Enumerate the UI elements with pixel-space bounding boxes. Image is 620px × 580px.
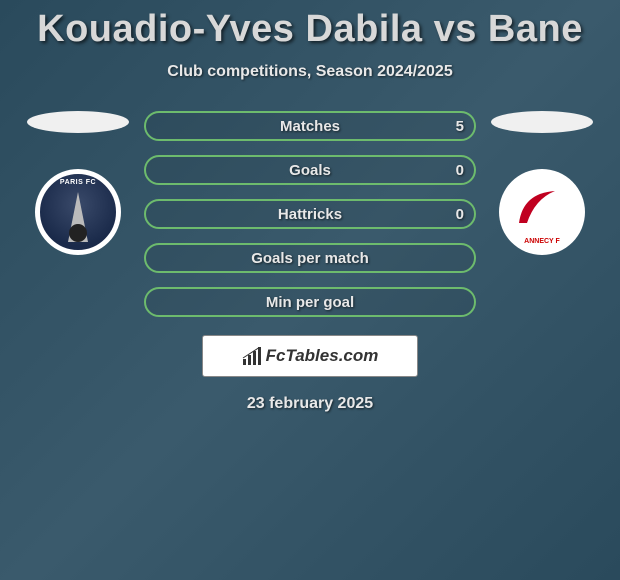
- stat-label: Matches: [280, 118, 340, 135]
- stat-row-min-per-goal: Min per goal: [144, 287, 476, 317]
- right-club-badge: ANNECY F: [499, 169, 585, 255]
- date-label: 23 february 2025: [0, 395, 620, 413]
- left-club-badge: PARIS FC: [35, 169, 121, 255]
- subtitle: Club competitions, Season 2024/2025: [0, 63, 620, 81]
- stat-row-goals: Goals 0: [144, 155, 476, 185]
- right-player-placeholder: [491, 111, 593, 133]
- stat-label: Hattricks: [278, 206, 342, 223]
- page-title: Kouadio-Yves Dabila vs Bane: [0, 0, 620, 51]
- left-club-name: PARIS FC: [40, 179, 116, 186]
- bar-chart-icon: [242, 347, 262, 365]
- stat-row-matches: Matches 5: [144, 111, 476, 141]
- ball-icon: [69, 224, 87, 242]
- right-club-name: ANNECY F: [499, 238, 585, 245]
- logo-text: FcTables.com: [266, 346, 379, 366]
- left-side: PARIS FC: [18, 111, 138, 255]
- left-player-placeholder: [27, 111, 129, 133]
- stats-container: Matches 5 Goals 0 Hattricks 0 Goals per …: [138, 111, 482, 317]
- fctables-logo[interactable]: FcTables.com: [202, 335, 418, 377]
- stat-right-value: 0: [456, 162, 464, 179]
- right-side: ANNECY F: [482, 111, 602, 255]
- comparison-content: PARIS FC Matches 5 Goals 0 Hattricks 0 G…: [0, 111, 620, 317]
- stat-label: Goals per match: [251, 250, 369, 267]
- stat-row-hattricks: Hattricks 0: [144, 199, 476, 229]
- stat-label: Min per goal: [266, 294, 354, 311]
- stat-right-value: 5: [456, 118, 464, 135]
- stat-row-goals-per-match: Goals per match: [144, 243, 476, 273]
- stat-right-value: 0: [456, 206, 464, 223]
- stat-label: Goals: [289, 162, 331, 179]
- swoosh-icon: [515, 187, 563, 227]
